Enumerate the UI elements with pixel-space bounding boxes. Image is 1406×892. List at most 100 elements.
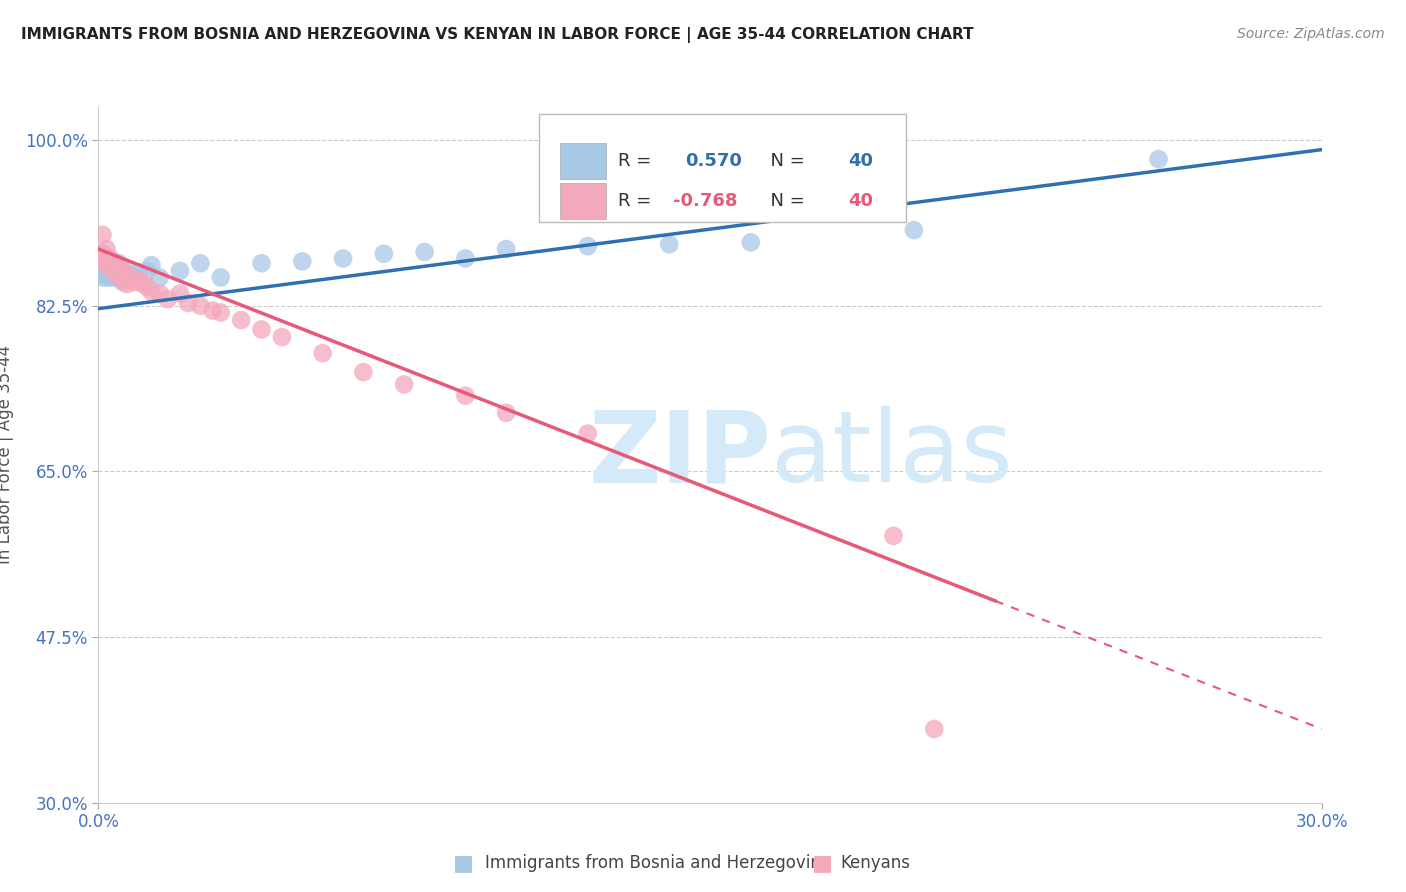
FancyBboxPatch shape (560, 183, 606, 219)
Point (128, 266, 150, 280)
Point (115, 264, 138, 278)
Point (111, 266, 134, 280)
Point (177, 296, 200, 310)
Point (96, 252, 118, 266)
Point (104, 260, 127, 275)
Point (392, 377, 416, 392)
Point (270, 330, 294, 344)
Point (169, 264, 191, 278)
Point (100, 260, 122, 275)
Point (108, 260, 131, 275)
Text: Kenyans: Kenyans (841, 855, 911, 872)
Point (922, 722, 945, 736)
Point (111, 275, 134, 289)
Point (576, 239, 599, 253)
Text: 40: 40 (848, 192, 873, 210)
Point (111, 273, 134, 287)
Point (132, 277, 155, 291)
Text: ZIP: ZIP (588, 407, 772, 503)
FancyBboxPatch shape (560, 143, 606, 179)
Point (332, 252, 354, 266)
Point (104, 270, 127, 285)
Point (96, 260, 118, 275)
Point (312, 346, 335, 360)
Point (658, 237, 681, 252)
Point (209, 270, 232, 285)
Point (454, 252, 477, 266)
Point (903, 223, 925, 237)
Point (108, 256, 131, 270)
Point (96, 252, 118, 266)
Point (115, 277, 138, 291)
Point (104, 266, 127, 280)
Point (115, 268, 138, 282)
Point (141, 258, 163, 272)
Point (156, 292, 179, 306)
Point (115, 273, 138, 287)
Point (149, 270, 172, 285)
Text: ■: ■ (454, 854, 474, 873)
Point (149, 286, 172, 301)
Point (96, 258, 118, 272)
Text: 0.570: 0.570 (686, 152, 742, 170)
Text: Source: ZipAtlas.com: Source: ZipAtlas.com (1237, 27, 1385, 41)
Point (373, 246, 395, 260)
Point (495, 406, 517, 420)
Point (91, 227, 114, 242)
Point (91, 246, 114, 260)
Point (231, 313, 253, 327)
Point (91, 256, 114, 270)
Point (124, 275, 146, 289)
Text: R =: R = (619, 192, 657, 210)
Text: IMMIGRANTS FROM BOSNIA AND HERZEGOVINA VS KENYAN IN LABOR FORCE | AGE 35-44 CORR: IMMIGRANTS FROM BOSNIA AND HERZEGOVINA V… (21, 27, 974, 43)
Point (136, 280, 159, 294)
Point (209, 305, 232, 319)
Point (91, 246, 114, 260)
Point (201, 303, 224, 318)
Point (108, 270, 131, 285)
Point (96, 242, 118, 256)
Point (291, 254, 314, 268)
Point (124, 270, 146, 285)
Point (104, 256, 127, 270)
Point (120, 268, 142, 282)
Point (495, 242, 517, 256)
Point (108, 266, 131, 280)
Point (250, 322, 273, 336)
Point (188, 256, 212, 270)
Y-axis label: In Labor Force | Age 35-44: In Labor Force | Age 35-44 (0, 345, 14, 565)
Point (136, 264, 159, 278)
Point (100, 270, 122, 285)
Point (91, 252, 114, 266)
Point (250, 256, 273, 270)
Point (740, 235, 762, 250)
Point (111, 264, 134, 278)
Point (413, 244, 436, 259)
Text: atlas: atlas (772, 407, 1012, 503)
Point (454, 389, 477, 403)
Point (1147, 152, 1170, 166)
Text: -0.768: -0.768 (673, 192, 738, 210)
Point (169, 286, 191, 301)
Text: N =: N = (759, 152, 810, 170)
Text: Immigrants from Bosnia and Herzegovina: Immigrants from Bosnia and Herzegovina (485, 855, 831, 872)
Point (352, 365, 374, 379)
Point (96, 270, 118, 285)
Point (91, 266, 114, 280)
Text: N =: N = (759, 192, 810, 210)
Text: R =: R = (619, 152, 664, 170)
FancyBboxPatch shape (538, 114, 905, 222)
Point (91, 270, 114, 285)
Point (188, 299, 212, 313)
Point (100, 256, 122, 270)
Point (108, 270, 131, 285)
Text: ■: ■ (813, 854, 832, 873)
Point (576, 426, 599, 441)
Point (128, 273, 150, 287)
Point (141, 285, 163, 299)
Point (883, 529, 905, 543)
Point (120, 270, 142, 285)
Point (100, 266, 122, 280)
Text: 40: 40 (848, 152, 873, 170)
Point (100, 252, 122, 266)
